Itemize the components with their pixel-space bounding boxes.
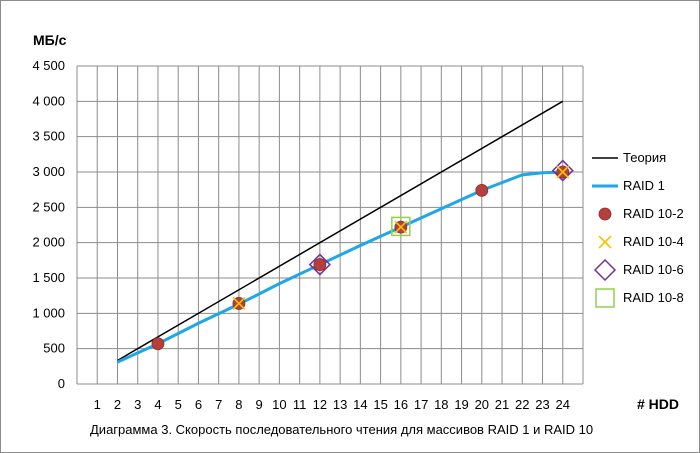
x-tick-label: 6 xyxy=(195,397,202,412)
data-point-circle xyxy=(151,337,165,351)
data-point-diamond xyxy=(308,253,331,276)
legend-label: RAID 10-2 xyxy=(623,206,684,221)
x-tick-label: 2 xyxy=(114,397,121,412)
legend-label: RAID 10-8 xyxy=(623,290,684,305)
legend-swatch xyxy=(598,207,612,221)
x-tick-label: 4 xyxy=(154,397,161,412)
legend-item: RAID 10-6 xyxy=(593,258,684,282)
y-tick-label: 1 000 xyxy=(32,305,65,320)
y-tick-label: 500 xyxy=(43,341,65,356)
x-tick-label: 5 xyxy=(175,397,182,412)
x-tick-label: 11 xyxy=(293,397,307,412)
legend-label: RAID 10-4 xyxy=(623,234,684,249)
theory-line xyxy=(117,100,564,362)
y-tick-label: 2 500 xyxy=(32,199,65,214)
y-tick-label: 4 000 xyxy=(32,93,65,108)
x-tick-label: 16 xyxy=(394,397,408,412)
chart-caption: Диаграмма 3. Скорость последовательного … xyxy=(90,422,593,437)
x-tick-label: 22 xyxy=(515,397,529,412)
x-tick-label: 14 xyxy=(353,397,367,412)
y-tick-label: 2 000 xyxy=(32,235,65,250)
x-tick-label: 20 xyxy=(475,397,489,412)
x-axis-label: # HDD xyxy=(637,396,679,412)
x-tick-label: 1 xyxy=(94,397,101,412)
y-axis-label: МБ/с xyxy=(33,32,67,48)
x-tick-label: 12 xyxy=(313,397,327,412)
data-point-x xyxy=(394,220,408,234)
grid xyxy=(76,65,584,385)
x-tick-label: 10 xyxy=(272,397,286,412)
legend-item: RAID 10-8 xyxy=(595,288,684,308)
data-point-circle xyxy=(313,258,327,271)
legend-item: RAID 10-4 xyxy=(598,234,684,249)
data-point-circle xyxy=(475,183,489,197)
x-tick-label: 18 xyxy=(434,397,448,412)
series-layer xyxy=(116,100,574,364)
x-tick-label: 3 xyxy=(134,397,141,412)
legend-item: Теория xyxy=(592,150,666,165)
legend-label: Теория xyxy=(623,150,666,165)
data-point-x xyxy=(556,165,570,179)
x-tick-label: 19 xyxy=(454,397,468,412)
y-tick-label: 3 000 xyxy=(32,164,65,179)
legend-label: RAID 1 xyxy=(623,178,665,193)
x-tick-label: 8 xyxy=(235,397,242,412)
legend-swatch xyxy=(595,288,615,308)
legend-swatch xyxy=(598,235,612,249)
data-point-x xyxy=(232,296,246,311)
legend-swatch xyxy=(593,258,617,282)
x-tick-label: 23 xyxy=(535,397,549,412)
data-point-square xyxy=(391,216,411,237)
raid1-line xyxy=(116,170,563,364)
data-point-diamond xyxy=(551,159,574,182)
x-tick-label: 13 xyxy=(333,397,347,412)
tick-labels: 0 500 1 000 1 500 2 000 2 500 3 000 3 500 4 000 4… xyxy=(32,58,570,412)
y-tick-label: 1 500 xyxy=(32,270,65,285)
y-tick-label: 3 500 xyxy=(32,129,65,144)
x-tick-label: 9 xyxy=(256,397,263,412)
legend: Теория RAID 1 RAID 10-2 RAID 10-4 RAID 10-6 R… xyxy=(592,150,684,308)
legend-item: RAID 1 xyxy=(592,178,665,193)
legend-item: RAID 10-2 xyxy=(598,206,684,221)
y-tick-label: 0 xyxy=(58,376,65,391)
y-tick-label: 4 500 xyxy=(32,58,65,73)
x-tick-label: 7 xyxy=(215,397,222,412)
x-tick-label: 15 xyxy=(373,397,387,412)
legend-label: RAID 10-6 xyxy=(623,262,684,277)
x-tick-label: 24 xyxy=(556,397,570,412)
x-tick-label: 21 xyxy=(495,397,509,412)
x-tick-label: 17 xyxy=(414,397,428,412)
